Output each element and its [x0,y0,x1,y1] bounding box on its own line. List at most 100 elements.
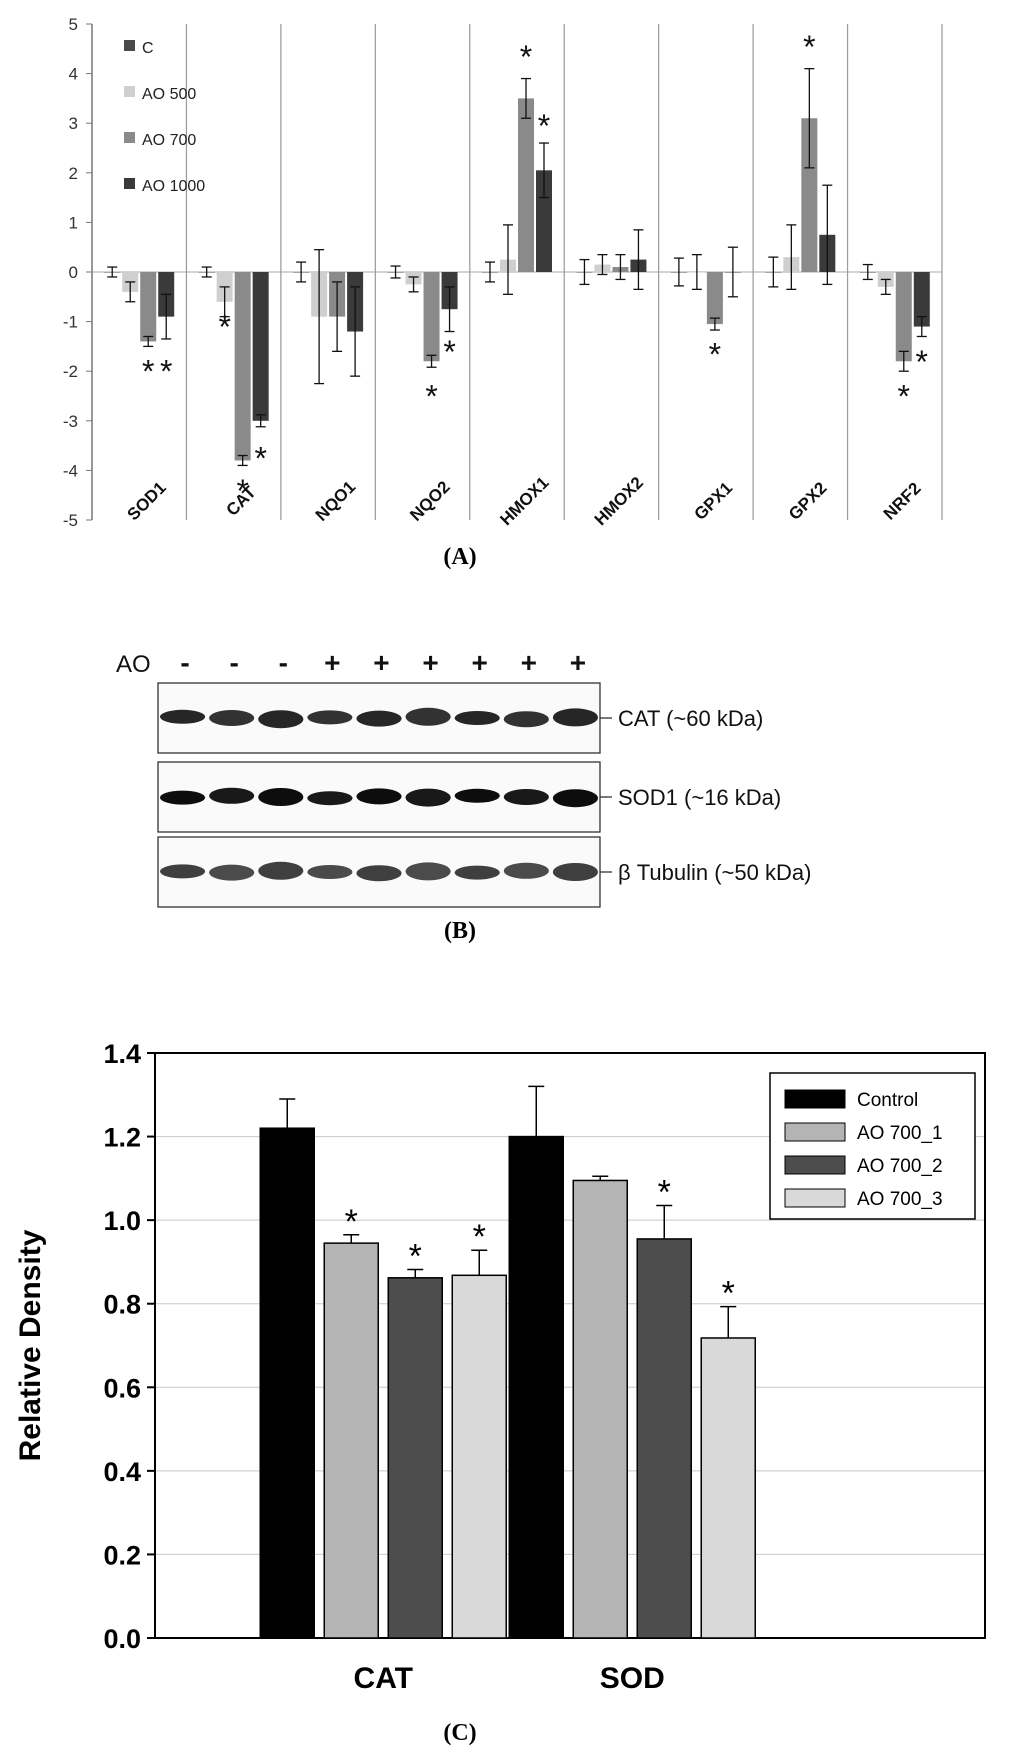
x-category-label: GPX2 [785,478,831,524]
lane-marker: - [229,647,238,678]
legend-label: AO 700_3 [857,1189,943,1210]
significance-star: * [443,334,455,370]
x-category-label: HMOX1 [496,473,552,529]
error-bar [673,257,684,287]
error-bar [597,253,608,276]
error-bar [521,77,531,119]
x-category-label: SOD1 [124,478,170,524]
protein-band [454,711,500,725]
bar-ao-700_1 [572,1179,628,1639]
protein-band [405,788,451,807]
error-bar [539,142,549,199]
legend-swatch [124,86,135,97]
bar-ao-700 [140,272,157,342]
error-bar [503,224,513,295]
error-bar [579,258,590,286]
protein-band [159,864,206,879]
bar-ao-700 [706,272,723,325]
x-category-label: NQO2 [406,477,454,525]
error-bar [822,184,833,286]
x-category-label: SOD [600,1662,665,1695]
y-tick-label: 1 [69,213,78,232]
error-bar [332,281,343,353]
error-bar [296,261,307,283]
error-bar [691,253,702,291]
error-bar [161,293,172,340]
error-bar [804,67,815,169]
error-bar [407,1268,424,1278]
error-bar [592,1175,609,1181]
y-tick-label: -2 [63,362,78,381]
lane-marker: - [279,647,288,678]
y-tick-label: 0.4 [103,1457,141,1487]
y-tick-label: 1.0 [103,1206,141,1236]
band-label: CAT (~60 kDa) [618,706,763,731]
protein-band [454,865,500,880]
error-bar [528,1085,545,1137]
plot-frame [154,1052,986,1639]
error-bar [426,354,437,368]
bar-ao-700 [423,272,440,362]
protein-band [552,863,599,881]
error-bar [343,1234,360,1244]
error-bar [408,276,419,293]
error-bar [862,263,873,281]
protein-band [258,788,304,806]
legend-label: AO 700 [142,132,196,149]
error-bar [350,286,361,377]
protein-band [258,710,304,729]
error-bar [485,261,495,283]
legend-label: AO 700_1 [857,1123,943,1144]
y-tick-label: 5 [69,15,78,34]
lane-marker: + [471,647,487,678]
y-tick-label: -3 [63,412,78,431]
protein-band [405,707,451,726]
legend-swatch [124,40,135,51]
x-category-label: CAT [222,482,260,520]
error-bar [656,1204,673,1239]
bar-ao-700 [518,98,534,273]
bar-ao-1000 [252,272,269,421]
protein-band [307,865,353,879]
error-bar [709,317,720,331]
significance-star: * [520,39,532,75]
bar-control [259,1127,315,1639]
protein-band [503,862,549,879]
y-tick-label: 0.2 [103,1540,141,1570]
protein-band [209,864,255,881]
y-tick-label: 1.2 [103,1123,141,1153]
bar-ao-700_2 [636,1238,692,1639]
bar-ao-700 [801,118,818,273]
legend-swatch [784,1188,846,1208]
significance-star: * [142,354,154,390]
significance-star: * [160,354,172,390]
error-bar [615,253,626,281]
significance-star: * [218,309,230,345]
protein-band [503,711,549,728]
protein-band [307,791,353,806]
error-bar [314,249,325,385]
error-bar [107,266,118,278]
protein-band [454,788,500,803]
lane-marker: + [570,647,586,678]
bar-ao-700_2 [387,1277,443,1639]
error-bar [255,414,266,428]
band-label: SOD1 (~16 kDa) [618,785,781,810]
significance-star: * [658,1174,671,1212]
y-tick-label: 3 [69,114,78,133]
protein-band [356,788,402,805]
error-bar [201,266,212,278]
legend-label: AO 700_2 [857,1156,943,1177]
y-tick-label: 0 [69,263,78,282]
y-tick-label: -4 [63,461,78,480]
error-bar [279,1098,296,1129]
bar-ao-700 [234,272,251,461]
protein-band [503,789,549,805]
legend: Control AO 700_1 AO 700_2 AO 700_3 [769,1072,976,1220]
band-label: β Tubulin (~50 kDa) [618,860,811,885]
panel-c-label: (C) [443,1720,476,1746]
error-bar [898,350,909,372]
protein-band [552,708,599,727]
